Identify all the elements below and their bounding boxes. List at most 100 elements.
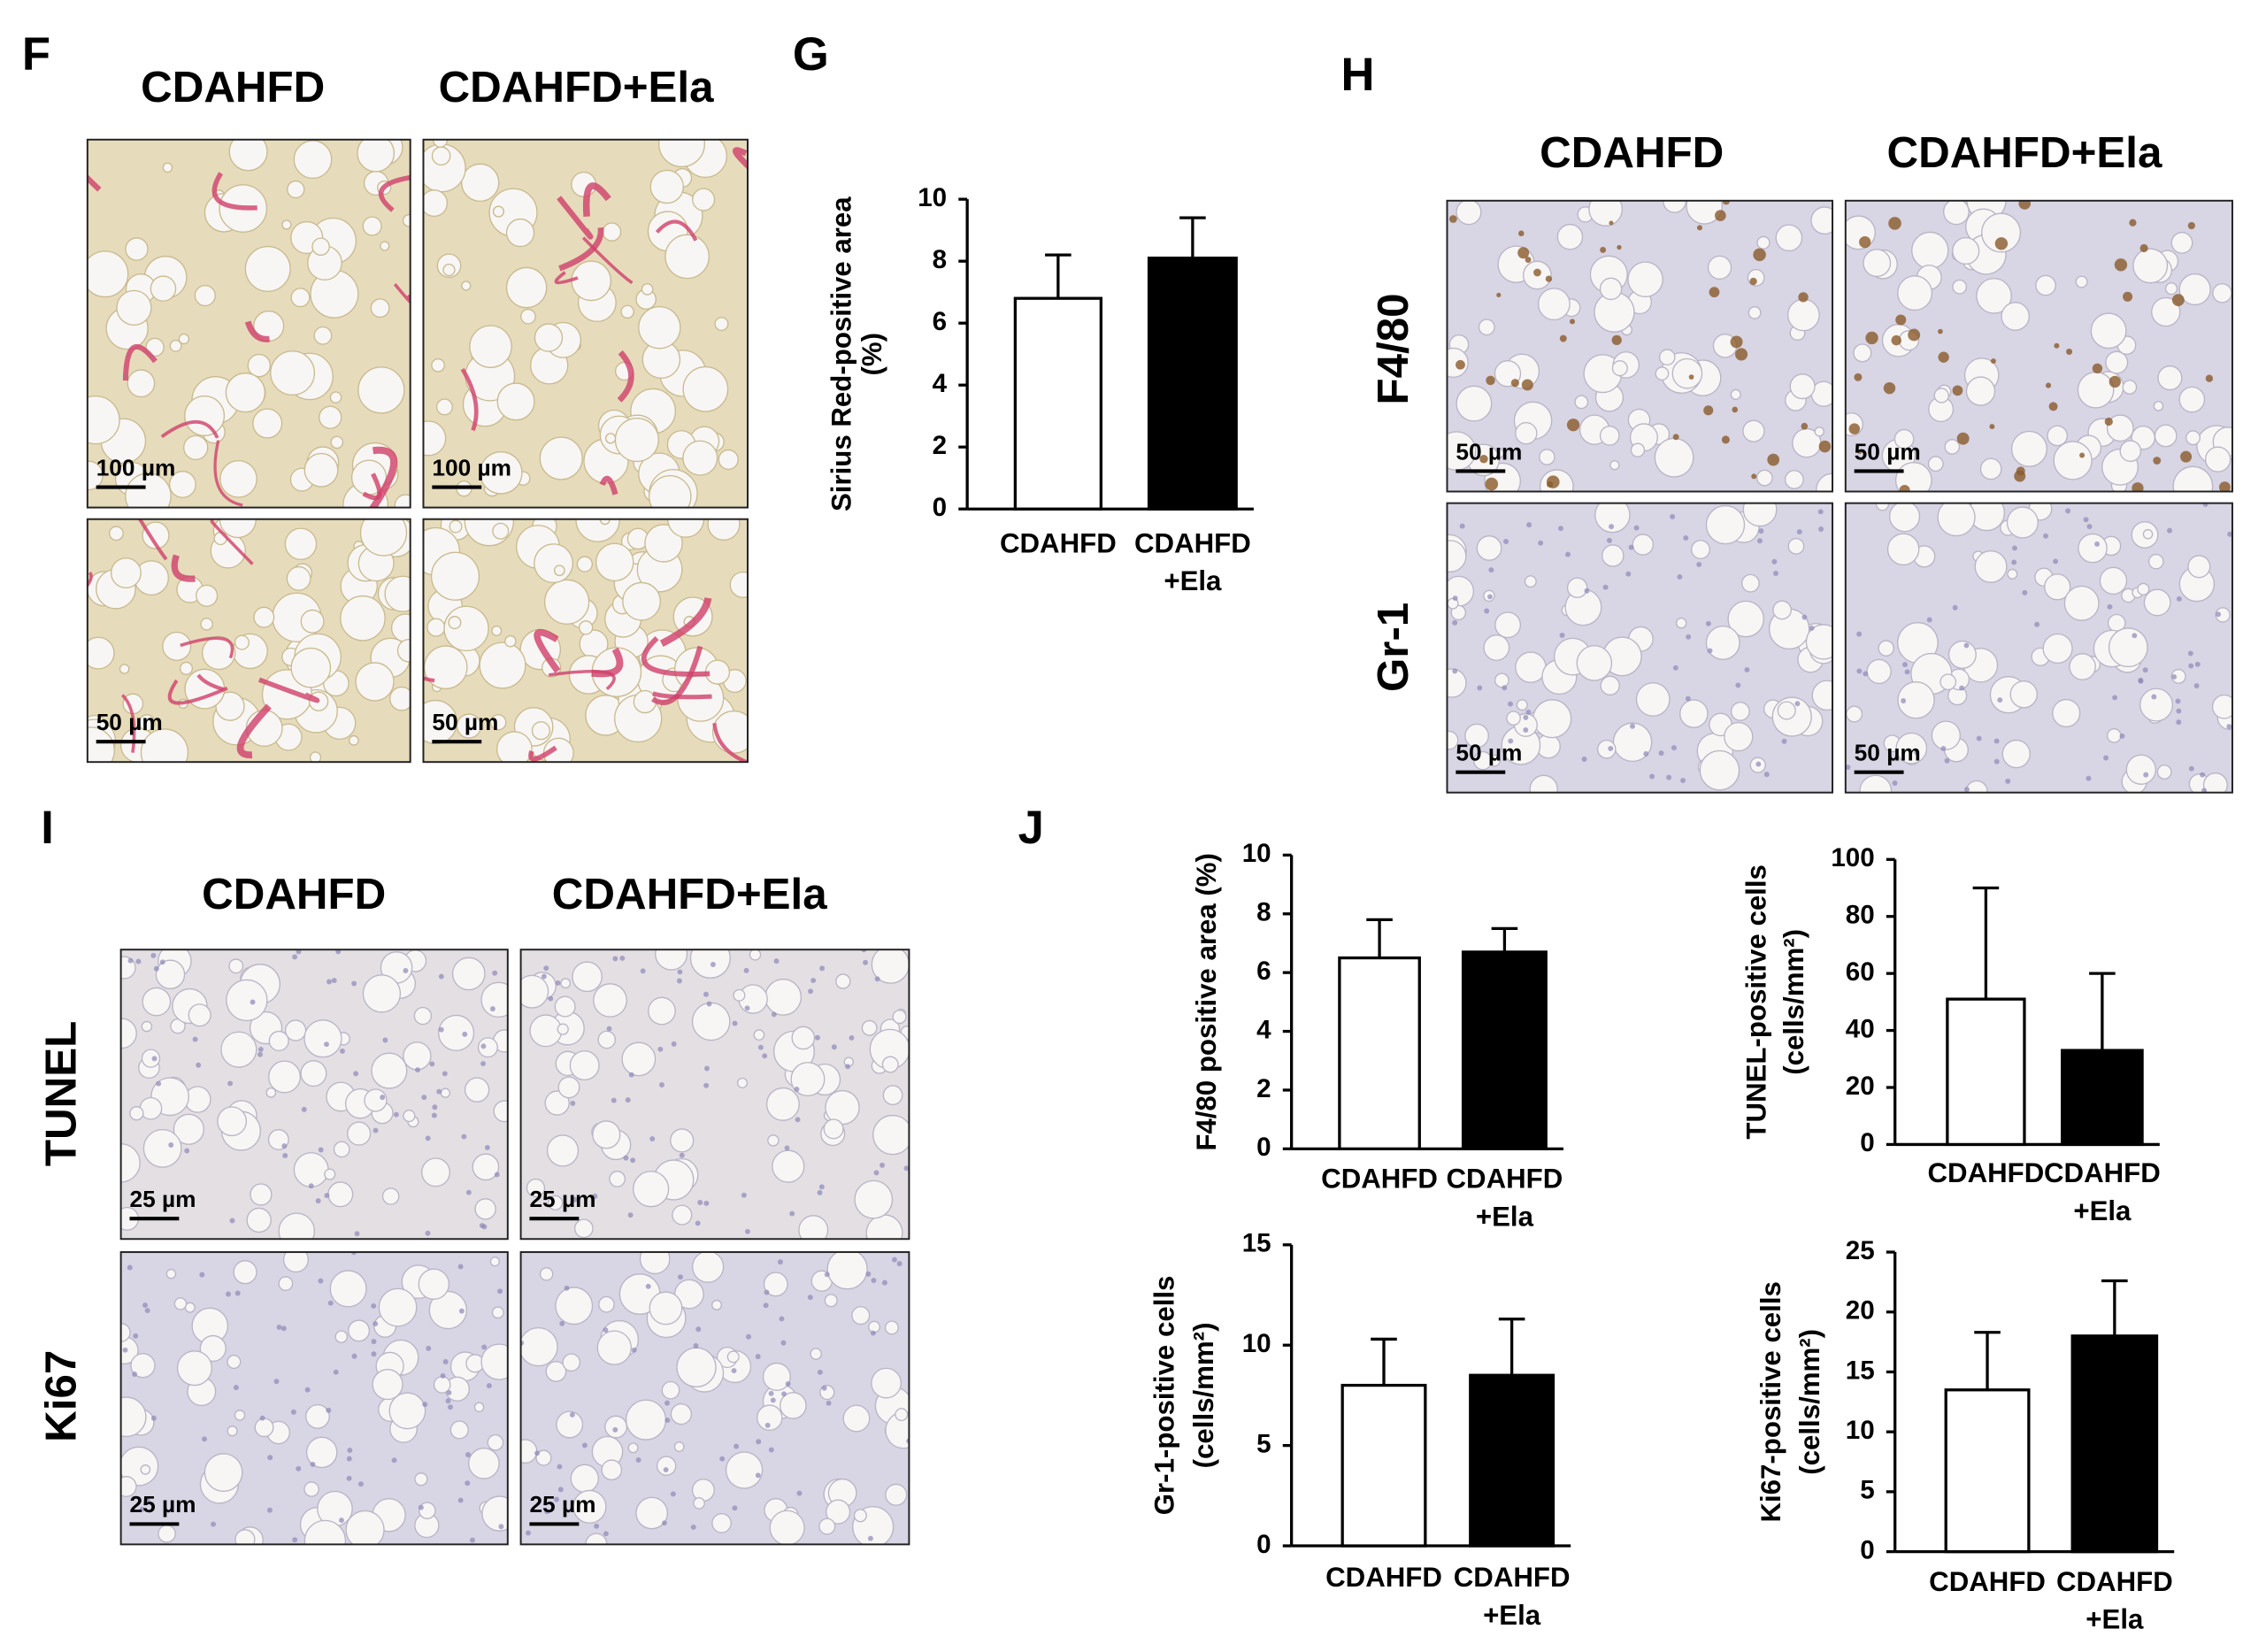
nucleus bbox=[1508, 701, 1514, 707]
stain bbox=[2187, 221, 2195, 230]
droplet bbox=[736, 1077, 749, 1088]
nucleus bbox=[1763, 772, 1770, 778]
droplet bbox=[764, 979, 803, 1016]
droplet bbox=[228, 958, 244, 974]
droplet bbox=[2069, 653, 2096, 680]
droplet bbox=[1730, 702, 1750, 721]
fiber bbox=[122, 343, 157, 381]
image-content bbox=[1845, 503, 2232, 793]
droplet bbox=[1612, 722, 1653, 763]
nucleus bbox=[1523, 727, 1529, 733]
nucleus bbox=[743, 967, 749, 973]
nucleus bbox=[457, 1264, 464, 1270]
nucleus bbox=[794, 1087, 800, 1092]
nucleus bbox=[498, 1524, 504, 1530]
droplet bbox=[491, 625, 503, 636]
droplet bbox=[818, 1518, 836, 1535]
droplet bbox=[769, 1510, 805, 1545]
stain bbox=[1891, 334, 1901, 346]
nucleus bbox=[703, 991, 709, 997]
stain bbox=[1908, 328, 1921, 342]
fiber bbox=[534, 628, 561, 673]
nucleus bbox=[2094, 541, 2101, 547]
y-tick-label: 8 bbox=[1256, 898, 1271, 927]
nucleus bbox=[489, 1006, 495, 1012]
droplet bbox=[578, 620, 594, 635]
droplet bbox=[168, 471, 196, 498]
nucleus bbox=[469, 1537, 475, 1543]
droplet bbox=[1740, 573, 1760, 593]
droplet bbox=[345, 1510, 385, 1545]
nucleus bbox=[354, 1231, 360, 1237]
scale-bar-label: 50 µm bbox=[1855, 740, 1921, 766]
nucleus bbox=[2107, 603, 2113, 610]
droplet bbox=[2001, 302, 2030, 331]
fiber bbox=[581, 236, 634, 285]
y-tick-label: 60 bbox=[1846, 957, 1875, 987]
droplet bbox=[1814, 426, 1824, 437]
nucleus bbox=[1625, 571, 1632, 577]
droplet bbox=[364, 1088, 388, 1112]
nucleus bbox=[1671, 745, 1677, 751]
droplet bbox=[534, 323, 564, 352]
image-border bbox=[119, 1251, 509, 1546]
droplet bbox=[1675, 617, 1687, 629]
nucleus bbox=[773, 958, 780, 964]
droplet bbox=[334, 1330, 349, 1343]
droplet bbox=[791, 1026, 816, 1050]
droplet bbox=[480, 981, 508, 1018]
nucleus bbox=[442, 1359, 449, 1364]
nucleus bbox=[863, 959, 868, 965]
droplet bbox=[139, 1096, 163, 1120]
droplet bbox=[545, 1361, 567, 1382]
droplet bbox=[2172, 465, 2214, 492]
nucleus bbox=[331, 978, 337, 984]
droplet bbox=[2078, 533, 2108, 564]
stain bbox=[1688, 374, 1694, 380]
nucleus bbox=[318, 1278, 324, 1284]
droplet bbox=[371, 1052, 408, 1089]
y-tick-label: 15 bbox=[1846, 1356, 1875, 1385]
stain bbox=[2180, 450, 2193, 463]
nucleus bbox=[592, 1193, 598, 1199]
droplet bbox=[460, 163, 500, 203]
y-tick-label: 15 bbox=[1242, 1229, 1271, 1258]
droplet bbox=[2106, 728, 2122, 743]
droplet bbox=[303, 1519, 347, 1545]
droplet bbox=[749, 949, 762, 961]
stain bbox=[2066, 349, 2073, 356]
nucleus bbox=[1672, 665, 1678, 671]
droplet bbox=[596, 1330, 632, 1365]
nucleus bbox=[690, 1524, 696, 1530]
category-line: +Ela bbox=[2073, 1195, 2132, 1226]
nucleus bbox=[1686, 634, 1692, 640]
droplet bbox=[842, 1404, 871, 1433]
droplet bbox=[419, 1502, 436, 1519]
droplet bbox=[2105, 350, 2129, 374]
droplet bbox=[278, 1212, 316, 1240]
droplet bbox=[824, 1294, 838, 1308]
nucleus bbox=[606, 1026, 612, 1032]
droplet bbox=[1965, 376, 1996, 406]
nucleus bbox=[541, 973, 547, 980]
stain bbox=[2218, 481, 2231, 492]
nucleus bbox=[1608, 745, 1614, 751]
tissue-image bbox=[422, 518, 749, 764]
nucleus bbox=[2022, 589, 2028, 595]
nucleus bbox=[481, 1344, 488, 1350]
nucleus bbox=[1901, 698, 1907, 703]
droplet bbox=[448, 616, 462, 630]
scale-bar-label: 100 µm bbox=[432, 454, 511, 480]
stain bbox=[1865, 331, 1878, 345]
nucleus bbox=[335, 949, 342, 955]
nucleus bbox=[544, 1509, 550, 1515]
stain bbox=[1715, 210, 1726, 221]
scale-bar-label: 50 µm bbox=[96, 709, 163, 735]
nucleus bbox=[425, 1135, 431, 1141]
stain bbox=[1521, 379, 1533, 391]
category-line: CDAHFD bbox=[1000, 528, 1117, 559]
y-tick-label: 0 bbox=[1860, 1535, 1874, 1564]
droplet bbox=[1789, 373, 1816, 400]
droplet bbox=[1630, 442, 1646, 457]
nucleus bbox=[196, 1062, 202, 1068]
